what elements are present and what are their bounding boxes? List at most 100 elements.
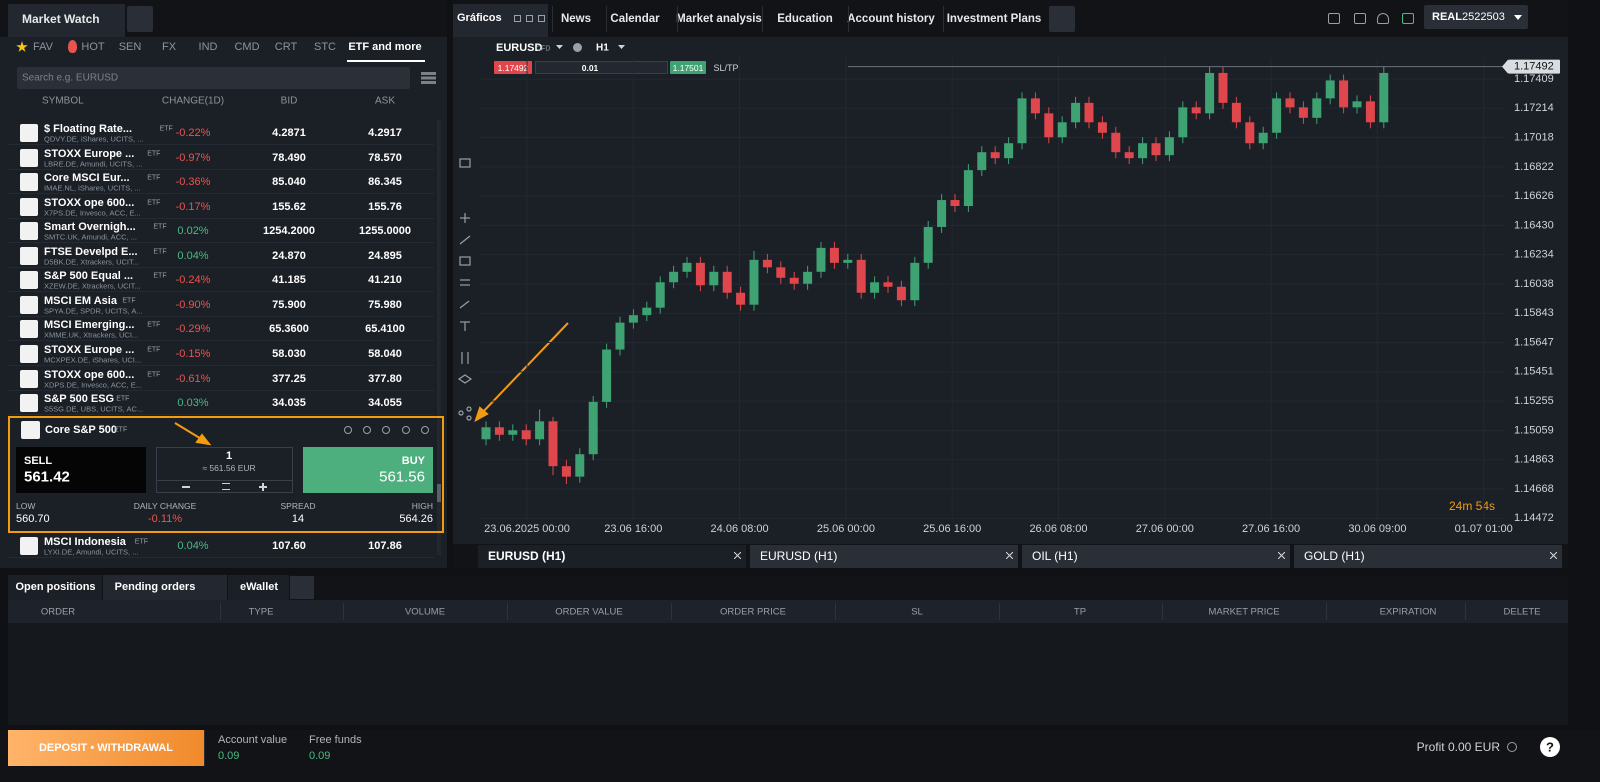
caret[interactable] xyxy=(618,45,625,49)
header-icon[interactable] xyxy=(1402,13,1414,24)
row[interactable] xyxy=(8,219,434,244)
orders-tab[interactable] xyxy=(103,575,228,600)
sell-label[interactable]: SELL xyxy=(24,455,53,467)
orders-tab-label[interactable]: Pending orders xyxy=(114,581,196,593)
row[interactable] xyxy=(8,366,434,391)
column-divider xyxy=(1162,603,1163,620)
caret[interactable] xyxy=(556,45,563,49)
quick-buy-price[interactable]: 1.17501 xyxy=(672,62,704,73)
add-tab-button[interactable] xyxy=(290,576,314,599)
volume[interactable]: 1 xyxy=(225,450,233,462)
tab-close[interactable] xyxy=(1278,552,1285,559)
help-button[interactable] xyxy=(1540,737,1560,757)
symbol-sub: SPYA.DE, SPDR, UCITS, A... xyxy=(44,306,143,316)
sltp[interactable]: SL/TP xyxy=(713,62,739,73)
chart-tab-label[interactable]: OIL (H1) xyxy=(1032,549,1078,563)
tab-close[interactable] xyxy=(1550,552,1557,559)
add-tab-button[interactable] xyxy=(1049,6,1075,32)
sell-price[interactable]: 561.42 xyxy=(24,468,70,486)
timeframe[interactable]: H1 xyxy=(596,42,609,54)
orders-tab-label[interactable]: eWallet xyxy=(239,581,279,593)
orders-tab-label[interactable]: Open positions xyxy=(15,581,96,593)
nav-tab[interactable]: News xyxy=(560,13,592,25)
search-box[interactable] xyxy=(17,67,410,89)
buy-label[interactable]: BUY xyxy=(401,455,425,467)
row[interactable] xyxy=(8,268,434,293)
nav-tab[interactable]: Account history xyxy=(847,13,935,25)
tab-icon[interactable] xyxy=(538,15,545,22)
tab-close[interactable] xyxy=(734,552,741,559)
volume-swap[interactable] xyxy=(222,483,230,490)
quick-sell[interactable] xyxy=(494,61,532,74)
deposit-label[interactable]: DEPOSIT • WITHDRAWAL xyxy=(38,742,174,754)
nav-tab[interactable]: Calendar xyxy=(610,13,660,25)
grid-view-icon[interactable] xyxy=(421,72,436,84)
tab-icon[interactable] xyxy=(526,15,533,22)
row-action-icon[interactable] xyxy=(402,426,410,434)
row[interactable] xyxy=(8,292,434,317)
row[interactable] xyxy=(8,341,434,366)
orders-tab[interactable] xyxy=(8,575,103,600)
header-icon[interactable] xyxy=(1377,13,1389,24)
row[interactable] xyxy=(8,243,434,268)
category-tab[interactable]: ETF and more xyxy=(348,41,422,53)
volume-plus-v[interactable] xyxy=(262,482,264,491)
chart-tab-label[interactable]: EURUSD (H1) xyxy=(760,549,838,563)
row-action-icon[interactable] xyxy=(344,426,352,434)
orders-tab[interactable] xyxy=(228,575,290,600)
symbol-sub: LBRE.DE, Amundi, UCITS, ... xyxy=(44,159,143,169)
row[interactable] xyxy=(8,534,434,558)
category-tab[interactable]: CMD xyxy=(234,41,260,53)
ask: 75.980 xyxy=(368,298,402,311)
volume-minus[interactable] xyxy=(182,486,190,488)
category-tab[interactable]: CRT xyxy=(274,41,298,53)
market-watch-tab[interactable] xyxy=(8,4,125,37)
row-action-icon[interactable] xyxy=(363,426,371,434)
chart-tab[interactable] xyxy=(750,545,1018,568)
row-action-icon[interactable] xyxy=(421,426,429,434)
lot-input[interactable] xyxy=(535,61,668,74)
panel-title[interactable]: Market Watch xyxy=(22,12,100,26)
help[interactable]: ? xyxy=(1546,739,1554,755)
category-tab[interactable]: IND xyxy=(198,41,218,53)
category-tab[interactable]: SEN xyxy=(118,41,142,53)
quick-sell-price[interactable]: 1.17492 xyxy=(497,62,529,73)
row[interactable] xyxy=(8,194,434,219)
profit-info[interactable] xyxy=(1507,742,1517,752)
info-icon[interactable] xyxy=(573,43,582,52)
chart-tab-label[interactable]: EURUSD (H1) xyxy=(488,549,566,563)
category-tab[interactable]: FAV xyxy=(33,41,53,53)
search-placeholder[interactable]: Search e.g. EURUSD xyxy=(22,72,119,84)
category-tab[interactable]: HOT xyxy=(81,41,105,53)
row[interactable] xyxy=(8,145,434,170)
category-tab[interactable]: STC xyxy=(314,41,336,53)
header-icon[interactable] xyxy=(1354,13,1366,24)
account-mode[interactable]: REAL xyxy=(1432,11,1462,23)
row[interactable] xyxy=(8,170,434,195)
tab-close[interactable] xyxy=(1006,552,1013,559)
row[interactable] xyxy=(8,317,434,342)
account-box[interactable] xyxy=(1424,5,1528,29)
row-action-icon[interactable] xyxy=(382,426,390,434)
chart-symbol[interactable]: EURUSD xyxy=(496,42,543,54)
tab-icon[interactable] xyxy=(514,15,521,22)
quick-buy[interactable] xyxy=(670,61,706,74)
buy-price[interactable]: 561.56 xyxy=(379,468,425,486)
change: 0.03% xyxy=(177,397,209,410)
charts-tab-title[interactable]: Gráficos xyxy=(457,12,502,24)
category-tab[interactable]: FX xyxy=(161,41,177,53)
nav-tab[interactable]: Investment Plans xyxy=(946,13,1042,25)
chart-tab[interactable] xyxy=(1022,545,1290,568)
lot[interactable]: 0.01 xyxy=(581,62,599,73)
nav-tab[interactable]: Education xyxy=(777,13,833,25)
chart-tab-label[interactable]: GOLD (H1) xyxy=(1304,549,1365,563)
chart-tab[interactable] xyxy=(478,545,746,568)
add-tab-button[interactable] xyxy=(127,6,153,32)
row[interactable] xyxy=(8,121,434,145)
nav-tab[interactable]: Market analysis xyxy=(676,13,762,25)
deposit-button[interactable] xyxy=(8,730,204,766)
row[interactable] xyxy=(8,391,434,416)
account-id[interactable]: 2522503 xyxy=(1462,11,1505,23)
chart-tab[interactable] xyxy=(1294,545,1562,568)
header-icon[interactable] xyxy=(1328,13,1340,24)
